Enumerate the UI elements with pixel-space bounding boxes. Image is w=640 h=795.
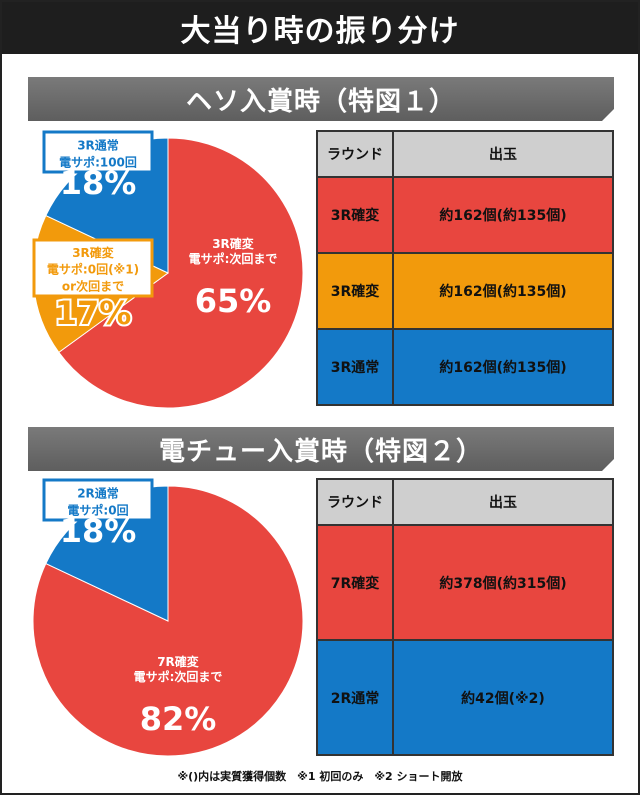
table-header-row: ラウンド 出玉 — [316, 130, 614, 178]
slice-label-text: 3R確変 — [72, 245, 115, 260]
page-title: 大当り時の振り分け — [2, 2, 638, 54]
payout-table-heso: ラウンド 出玉 3R確変 約162個(約135個) 3R確変 約162個(約13… — [316, 130, 614, 406]
slice-label-text: 電サポ:0回(※1) — [47, 262, 139, 277]
header-payout: 出玉 — [392, 130, 614, 178]
section-heading-heso: ヘソ入賞時（特図１） — [28, 77, 614, 121]
slice-label-text: 電サポ:100回 — [59, 154, 137, 169]
slice-percent: 17% — [55, 294, 132, 332]
slice-percent: 18% — [60, 512, 137, 550]
footnote: ※()内は実質獲得個数 ※1 初回のみ ※2 ショート開放 — [177, 770, 463, 783]
row-payout: 約162個(約135個) — [392, 176, 614, 254]
slice-percent: 18% — [60, 164, 137, 202]
slice-percent: 82% — [140, 700, 217, 738]
payout-table-denchu: ラウンド 出玉 7R確変 約378個(約315個) 2R通常 約42個(※2) — [316, 478, 614, 756]
section-heading-denchu: 電チュー入賞時（特図２） — [28, 427, 614, 471]
slice-label-text: 電サポ:0回 — [67, 502, 128, 517]
row-round: 3R確変 — [316, 176, 394, 254]
table-row: 7R確変 約378個(約315個) — [316, 524, 614, 641]
header-round: ラウンド — [316, 478, 394, 526]
slice-label-text: 2R通常 — [77, 485, 119, 500]
slice-label-text: 3R確変 — [212, 236, 255, 251]
table-row: 3R確変 約162個(約135個) — [316, 252, 614, 330]
pie-chart-heso: 3R確変電サポ:次回まで65%3R確変電サポ:0回(※1)or次回まで17%3R… — [32, 130, 304, 409]
header-round: ラウンド — [316, 130, 394, 178]
slice-label-box — [42, 478, 154, 522]
slice-label-text: 7R確変 — [157, 654, 200, 669]
row-payout: 約162個(約135個) — [392, 252, 614, 330]
header-payout: 出玉 — [392, 478, 614, 526]
row-payout: 約378個(約315個) — [392, 524, 614, 641]
table-row: 3R確変 約162個(約135個) — [316, 176, 614, 254]
slice-label-text: or次回まで — [62, 278, 124, 293]
row-round: 2R通常 — [316, 639, 394, 756]
slice-label-box — [32, 238, 154, 298]
slice-label-box — [42, 130, 154, 174]
slice-label-text: 電サポ:次回まで — [134, 669, 223, 684]
table-header-row: ラウンド 出玉 — [316, 478, 614, 526]
row-round: 3R確変 — [316, 252, 394, 330]
slice-label-text: 3R通常 — [77, 137, 119, 152]
row-payout: 約42個(※2) — [392, 639, 614, 756]
row-round: 7R確変 — [316, 524, 394, 641]
table-row: 3R通常 約162個(約135個) — [316, 328, 614, 406]
pie-slice — [58, 137, 304, 409]
slice-label-text: 電サポ:次回まで — [189, 251, 278, 266]
row-round: 3R通常 — [316, 328, 394, 406]
row-payout: 約162個(約135個) — [392, 328, 614, 406]
slice-percent: 65% — [195, 282, 272, 320]
table-row: 2R通常 約42個(※2) — [316, 639, 614, 756]
